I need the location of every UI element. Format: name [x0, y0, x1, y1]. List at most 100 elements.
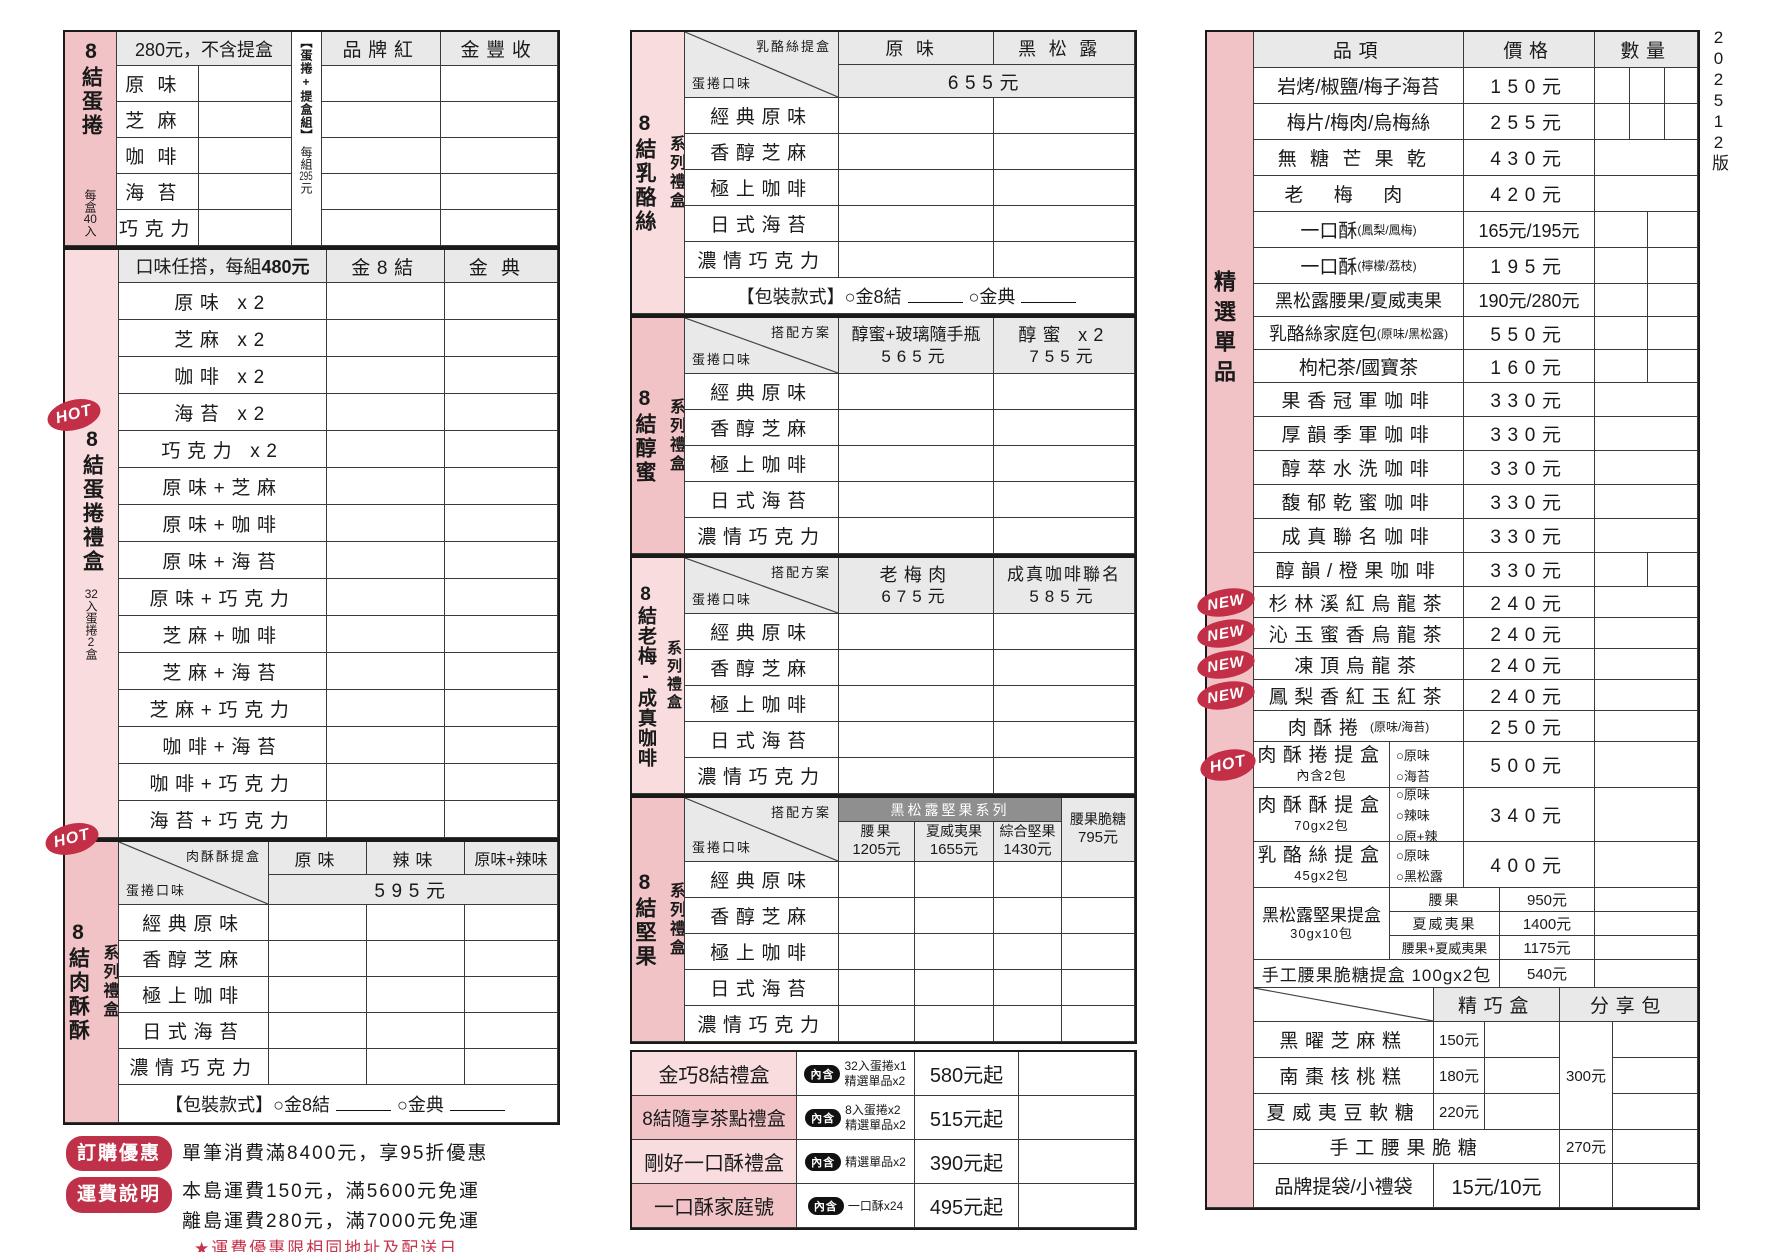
- qty-cell[interactable]: [1630, 104, 1665, 140]
- qty-cell[interactable]: [1485, 1058, 1560, 1094]
- qty-cell[interactable]: [445, 394, 558, 431]
- packaging-option-golden[interactable]: ○金典: [968, 286, 1016, 307]
- qty-cell[interactable]: [441, 138, 558, 174]
- qty-cell[interactable]: [1019, 1096, 1135, 1140]
- qty-cell[interactable]: [327, 542, 445, 579]
- qty-cell[interactable]: [839, 1006, 915, 1042]
- qty-cell[interactable]: [1648, 317, 1698, 350]
- qty-cell[interactable]: [1595, 451, 1698, 485]
- qty-cell[interactable]: [1595, 140, 1698, 176]
- qty-cell[interactable]: [1595, 711, 1698, 742]
- qty-cell[interactable]: [1648, 284, 1698, 317]
- qty-cell[interactable]: [199, 102, 292, 138]
- qty-cell[interactable]: [915, 970, 994, 1006]
- qty-cell[interactable]: [839, 98, 994, 134]
- option-mixed[interactable]: ○原+辣: [1396, 829, 1438, 842]
- qty-cell[interactable]: [327, 394, 445, 431]
- qty-cell[interactable]: [1595, 485, 1698, 519]
- qty-cell[interactable]: [1560, 1164, 1613, 1208]
- qty-cell[interactable]: [1665, 104, 1698, 140]
- qty-cell[interactable]: [445, 579, 558, 616]
- qty-cell[interactable]: [327, 690, 445, 727]
- qty-cell[interactable]: [1595, 317, 1648, 350]
- qty-cell[interactable]: [269, 977, 367, 1013]
- qty-cell[interactable]: [441, 174, 558, 210]
- qty-cell[interactable]: [327, 727, 445, 764]
- qty-cell[interactable]: [1595, 176, 1698, 212]
- qty-cell[interactable]: [445, 616, 558, 653]
- qty-cell[interactable]: [322, 174, 441, 210]
- qty-cell[interactable]: [1648, 248, 1698, 284]
- qty-cell[interactable]: [1595, 649, 1698, 680]
- qty-cell[interactable]: [839, 518, 994, 554]
- qty-cell[interactable]: [465, 941, 558, 977]
- qty-cell[interactable]: [199, 138, 292, 174]
- qty-cell[interactable]: [445, 727, 558, 764]
- qty-cell[interactable]: [1630, 68, 1665, 104]
- qty-cell[interactable]: [367, 977, 465, 1013]
- qty-cell[interactable]: [1595, 212, 1648, 248]
- qty-cell[interactable]: [994, 446, 1135, 482]
- option-spicy[interactable]: ○辣味: [1396, 808, 1430, 823]
- qty-cell[interactable]: [1613, 1164, 1698, 1208]
- qty-cell[interactable]: [445, 764, 558, 801]
- option-truffle[interactable]: ○黑松露: [1396, 868, 1443, 884]
- qty-cell[interactable]: [915, 1006, 994, 1042]
- qty-cell[interactable]: [322, 102, 441, 138]
- qty-cell[interactable]: [1613, 1094, 1698, 1130]
- qty-cell[interactable]: [839, 934, 915, 970]
- qty-cell[interactable]: [839, 482, 994, 518]
- qty-cell[interactable]: [445, 801, 558, 838]
- qty-cell[interactable]: [839, 170, 994, 206]
- qty-cell[interactable]: [199, 66, 292, 102]
- option-original[interactable]: ○原味: [1396, 847, 1430, 863]
- qty-cell[interactable]: [367, 941, 465, 977]
- qty-cell[interactable]: [994, 134, 1135, 170]
- qty-cell[interactable]: [915, 862, 994, 898]
- qty-cell[interactable]: [994, 518, 1135, 554]
- qty-cell[interactable]: [994, 170, 1135, 206]
- qty-cell[interactable]: [994, 1006, 1062, 1042]
- qty-cell[interactable]: [1062, 970, 1135, 1006]
- qty-cell[interactable]: [1062, 1006, 1135, 1042]
- qty-cell[interactable]: [1595, 553, 1648, 587]
- qty-cell[interactable]: [1595, 383, 1698, 417]
- qty-cell[interactable]: [994, 898, 1062, 934]
- qty-cell[interactable]: [1665, 68, 1698, 104]
- qty-cell[interactable]: [367, 905, 465, 941]
- option-seaweed[interactable]: ○海苔: [1396, 768, 1430, 784]
- qty-cell[interactable]: [1595, 248, 1648, 284]
- qty-cell[interactable]: [1595, 417, 1698, 451]
- qty-cell[interactable]: [1595, 618, 1698, 649]
- packaging-option-gold8[interactable]: ○金8結: [273, 1094, 330, 1115]
- qty-cell[interactable]: [445, 690, 558, 727]
- qty-cell[interactable]: [994, 862, 1062, 898]
- qty-cell[interactable]: [327, 468, 445, 505]
- qty-cell[interactable]: [327, 357, 445, 394]
- qty-cell[interactable]: [465, 977, 558, 1013]
- qty-cell[interactable]: [327, 431, 445, 468]
- qty-cell[interactable]: [839, 898, 915, 934]
- packaging-option-gold8[interactable]: ○金8結: [844, 286, 902, 307]
- qty-cell[interactable]: [269, 941, 367, 977]
- qty-cell[interactable]: [1648, 212, 1698, 248]
- qty-cell[interactable]: [465, 1013, 558, 1049]
- packaging-option-golden[interactable]: ○金典: [397, 1094, 444, 1115]
- qty-cell[interactable]: [839, 862, 915, 898]
- qty-cell[interactable]: [445, 468, 558, 505]
- qty-cell[interactable]: [465, 1049, 558, 1085]
- qty-cell[interactable]: [465, 905, 558, 941]
- qty-cell[interactable]: [1062, 934, 1135, 970]
- qty-cell[interactable]: [915, 934, 994, 970]
- qty-cell[interactable]: [441, 66, 558, 102]
- qty-cell[interactable]: [269, 1013, 367, 1049]
- qty-cell[interactable]: [994, 410, 1135, 446]
- qty-cell[interactable]: [1595, 960, 1698, 988]
- qty-cell[interactable]: [1595, 936, 1698, 960]
- qty-cell[interactable]: [839, 446, 994, 482]
- fill-in-blank[interactable]: [336, 1096, 391, 1111]
- qty-cell[interactable]: [994, 614, 1135, 650]
- qty-cell[interactable]: [839, 242, 994, 278]
- qty-cell[interactable]: [994, 242, 1135, 278]
- qty-cell[interactable]: [839, 650, 994, 686]
